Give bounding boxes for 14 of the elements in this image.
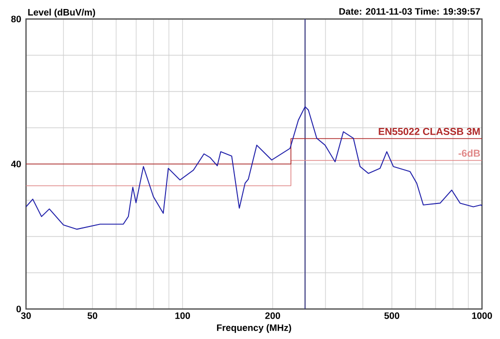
- series-label: EN55022 CLASSB 3M: [378, 128, 480, 136]
- x-tick-label: 200: [265, 312, 280, 319]
- y-tick-label: 80: [11, 16, 21, 22]
- x-axis-title: Frequency (MHz): [217, 324, 292, 333]
- x-tick-label: 50: [88, 312, 98, 319]
- y-tick-label: 0: [16, 306, 21, 312]
- y-axis-title: Level (dBuV/m): [28, 8, 96, 18]
- series-label: -6dB: [458, 149, 480, 157]
- x-tick-label: 30: [21, 312, 31, 319]
- y-tick-label: 40: [11, 160, 21, 168]
- x-tick-label: 100: [175, 312, 190, 319]
- text: Date: 2011-11-03 Time: 19:39:57: [339, 8, 480, 15]
- x-tick-label: 500: [384, 312, 400, 319]
- x-tick-label: 1000: [472, 312, 492, 319]
